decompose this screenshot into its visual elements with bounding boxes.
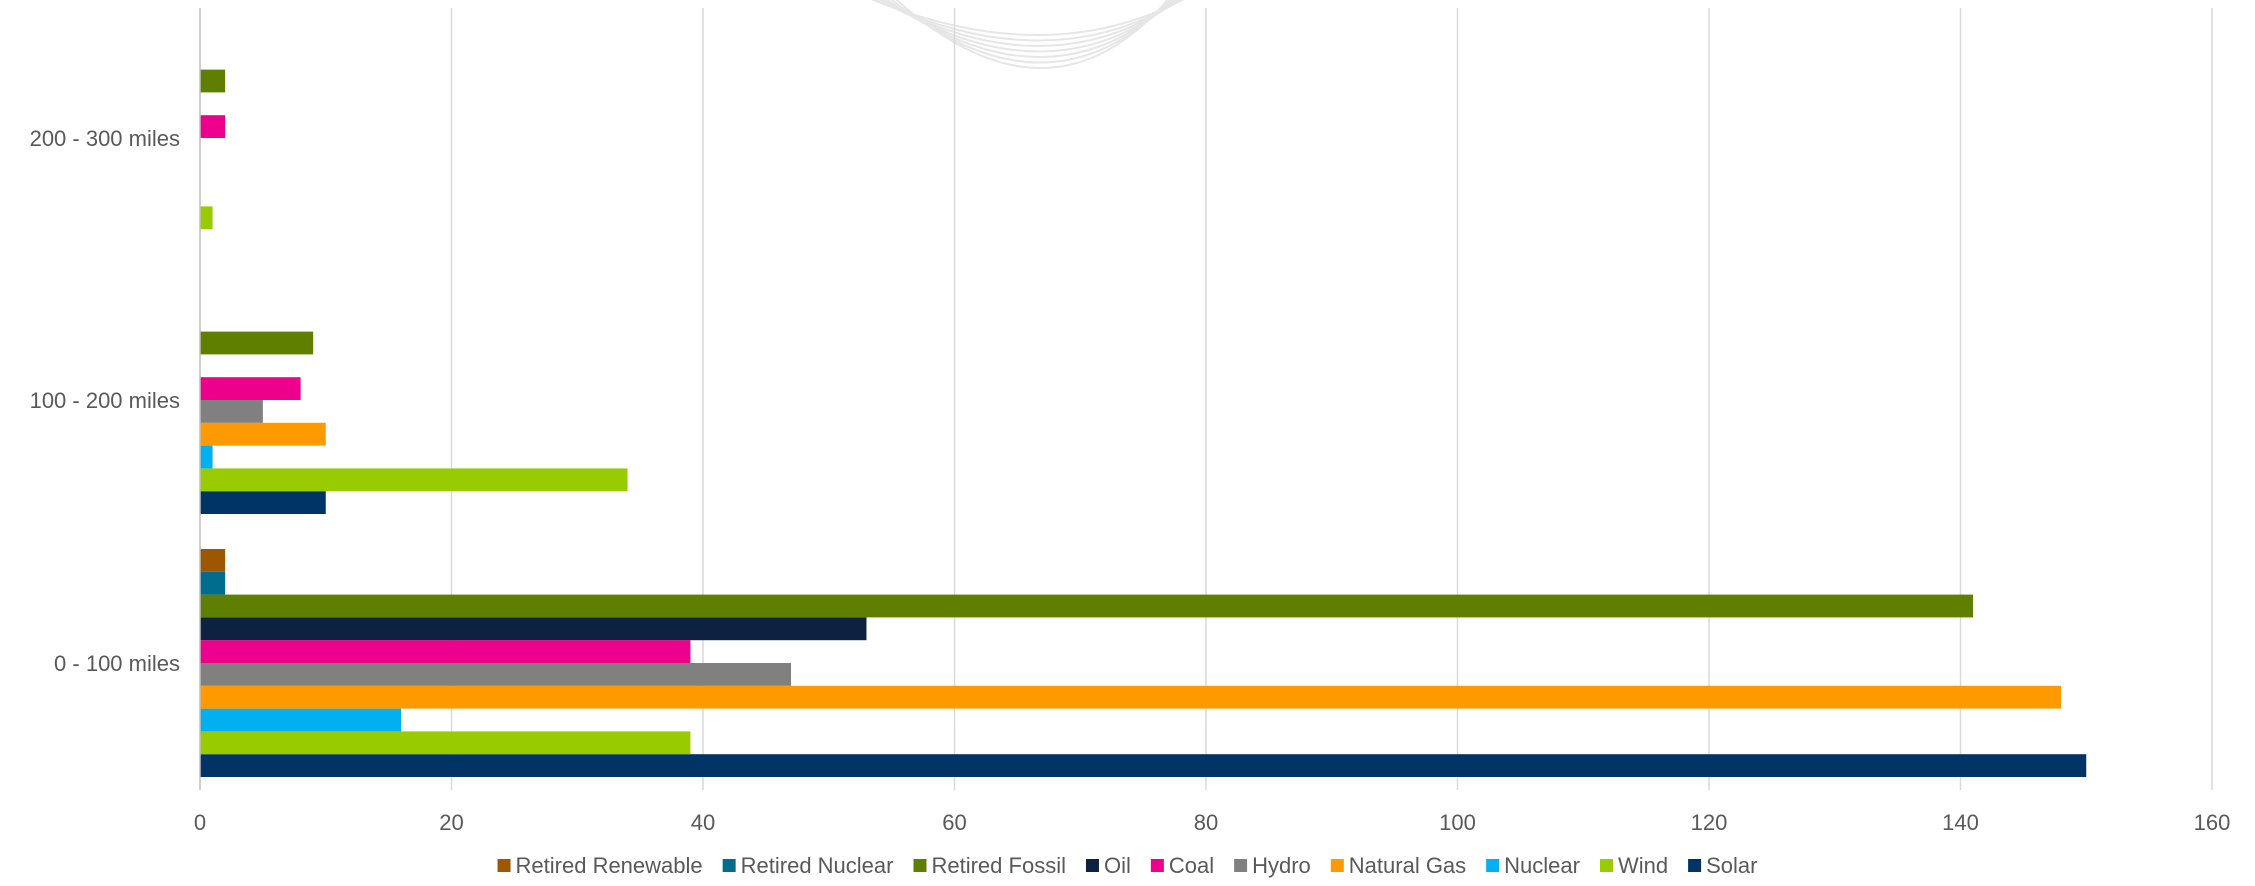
x-tick-label: 120	[1691, 810, 1728, 835]
bar-retired-renewable-0-100-miles	[200, 549, 226, 572]
x-tick-label: 100	[1439, 810, 1476, 835]
bar-wind-100-200-miles	[200, 468, 628, 492]
legend-swatch	[1234, 859, 1248, 872]
legend-item-natural-gas: Natural Gas	[1330, 853, 1466, 878]
x-axis-tick-labels: 0 20 40 60 80 100 120 140 160	[194, 810, 2230, 835]
bar-retired-fossil-0-100-miles	[200, 594, 1974, 618]
legend: Retired Renewable Retired Nuclear Retired …	[497, 853, 1757, 878]
legend-label: Nuclear	[1504, 853, 1580, 878]
legend-item-coal: Coal	[1150, 853, 1214, 878]
x-tick-label: 60	[942, 810, 966, 835]
bar-nuclear-0-100-miles	[200, 708, 402, 732]
legend-swatch	[1150, 859, 1164, 872]
bar-coal-200-300-miles	[200, 115, 226, 138]
bar-hydro-100-200-miles	[200, 400, 263, 423]
legend-swatch	[913, 859, 927, 872]
bar-wind-0-100-miles	[200, 731, 691, 755]
watermark-arcs	[870, 0, 1185, 69]
legend-item-retired-fossil: Retired Fossil	[913, 853, 1066, 878]
legend-label: Oil	[1104, 853, 1131, 878]
legend-item-retired-nuclear: Retired Nuclear	[722, 853, 894, 878]
x-tick-label: 140	[1942, 810, 1979, 835]
legend-swatch	[1599, 859, 1613, 872]
legend-item-retired-renewable: Retired Renewable	[497, 853, 703, 878]
x-tick-label: 0	[194, 810, 206, 835]
bar-coal-100-200-miles	[200, 377, 301, 400]
y-category-label: 200 - 300 miles	[30, 126, 180, 151]
bar-natural-gas-0-100-miles	[200, 685, 2062, 709]
legend-swatch	[497, 859, 511, 872]
bar-natural-gas-100-200-miles	[200, 422, 326, 446]
legend-item-hydro: Hydro	[1234, 853, 1311, 878]
x-tick-label: 160	[2194, 810, 2231, 835]
legend-swatch	[1486, 859, 1500, 872]
legend-item-wind: Wind	[1599, 853, 1668, 878]
y-category-label: 0 - 100 miles	[54, 651, 180, 676]
bar-nuclear-100-200-miles	[200, 445, 213, 469]
y-axis-category-labels: 0 - 100 miles 100 - 200 miles 200 - 300 mi…	[30, 126, 180, 676]
bar-coal-0-100-miles	[200, 640, 691, 663]
legend-item-nuclear: Nuclear	[1486, 853, 1580, 878]
legend-swatch	[1688, 859, 1702, 872]
legend-label: Retired Renewable	[516, 853, 703, 878]
legend-swatch	[1085, 859, 1099, 872]
bar-retired-fossil-200-300-miles	[200, 69, 226, 93]
bar-retired-nuclear-0-100-miles	[200, 571, 226, 595]
bar-oil-0-100-miles	[200, 617, 867, 641]
bars	[200, 69, 2087, 777]
gridlines	[450, 8, 2213, 790]
legend-label: Retired Fossil	[931, 853, 1065, 878]
legend-label: Solar	[1706, 853, 1757, 878]
legend-label: Retired Nuclear	[741, 853, 894, 878]
bar-solar-100-200-miles	[200, 491, 326, 514]
bar-retired-fossil-100-200-miles	[200, 331, 314, 355]
legend-item-solar: Solar	[1688, 853, 1757, 878]
legend-label: Wind	[1618, 853, 1668, 878]
bar-hydro-0-100-miles	[200, 663, 792, 686]
legend-label: Hydro	[1252, 853, 1311, 878]
legend-item-oil: Oil	[1085, 853, 1131, 878]
watermark-arc	[895, 0, 1169, 69]
x-tick-label: 80	[1194, 810, 1218, 835]
legend-label: Natural Gas	[1349, 853, 1466, 878]
bar-wind-200-300-miles	[200, 206, 213, 230]
legend-swatch	[1330, 859, 1344, 872]
bar-solar-0-100-miles	[200, 754, 2087, 777]
legend-swatch	[722, 859, 736, 872]
y-category-label: 100 - 200 miles	[30, 388, 180, 413]
x-tick-label: 40	[691, 810, 715, 835]
x-tick-label: 20	[439, 810, 463, 835]
legend-label: Coal	[1169, 853, 1214, 878]
